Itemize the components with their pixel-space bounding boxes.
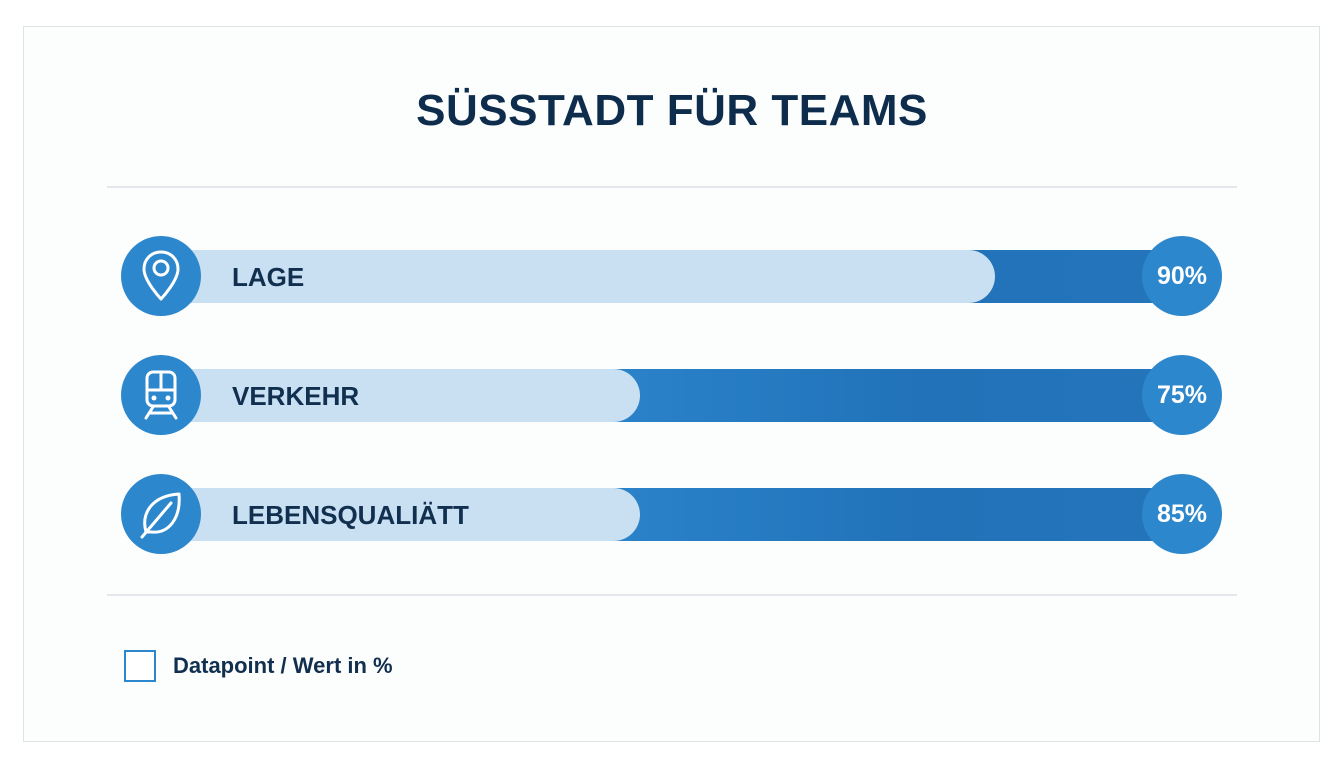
map-pin-icon [121, 236, 201, 316]
bar-row: LAGE 90% [0, 236, 1344, 316]
bar-track [160, 488, 640, 541]
category-label: LEBENSQUALIÄTT [232, 500, 469, 530]
value-label: 75% [1142, 355, 1222, 435]
train-icon [121, 355, 201, 435]
bar-row: LEBENSQUALIÄTT 85% [0, 474, 1344, 554]
value-label: 85% [1142, 474, 1222, 554]
category-label: LAGE [232, 262, 305, 292]
category-label: VERKEHR [232, 381, 360, 411]
bottom-divider [107, 594, 1237, 596]
bar-track [160, 369, 640, 422]
leaf-icon [121, 474, 201, 554]
legend-swatch [124, 650, 156, 682]
bar-track [160, 250, 995, 303]
top-divider [107, 186, 1237, 188]
legend-label: Datapoint / Wert in % [173, 653, 393, 678]
legend: Datapoint / Wert in % [124, 648, 393, 684]
bar-row: VERKEHR 75% [0, 355, 1344, 435]
value-label: 90% [1142, 236, 1222, 316]
chart-title: SÜSSTADT FÜR TEAMS [416, 86, 928, 135]
